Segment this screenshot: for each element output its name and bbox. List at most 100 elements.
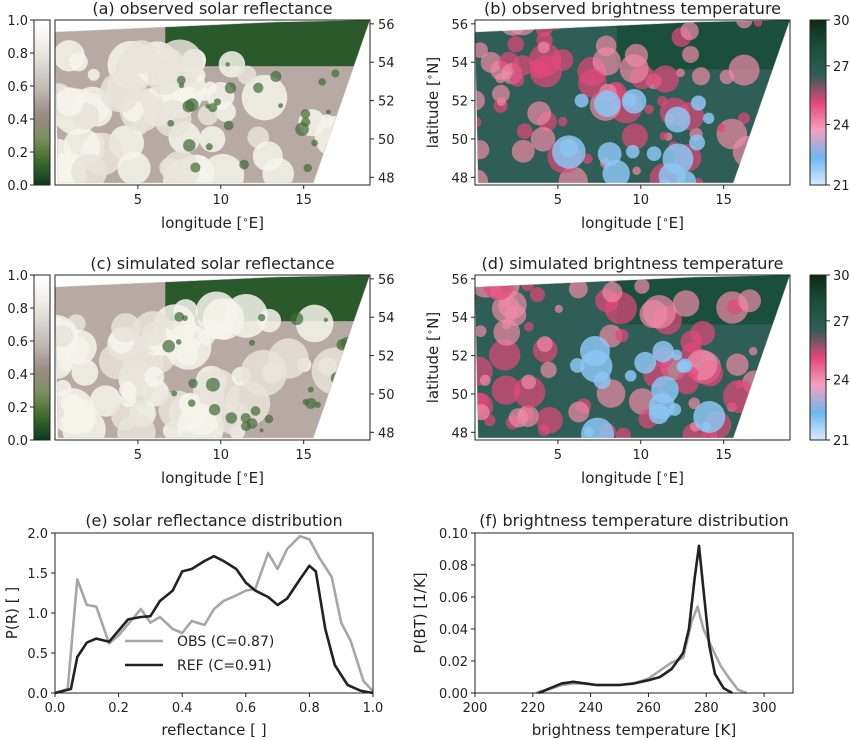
chart-panel-f: (f) brightness temperature distribution 2… — [411, 511, 794, 739]
y-tick-label-f: 0.10 — [439, 527, 468, 542]
x-tick-label-a: 5 — [134, 193, 142, 208]
x-tick-label-e: 0.8 — [299, 701, 320, 716]
panel-title-e: (e) solar reflectance distribution — [85, 511, 342, 530]
y-tick-label-f: 0.06 — [439, 591, 468, 606]
x-tick-label-f: 200 — [463, 701, 488, 716]
x-tick-label-b: 10 — [633, 193, 650, 208]
y-tick-label-a: 50 — [378, 133, 395, 148]
y-tick-label-c: 50 — [378, 388, 395, 403]
x-tick-label-f: 220 — [520, 701, 545, 716]
colorbar-tick-label-a: 0.8 — [7, 47, 28, 62]
x-axis-label-f: brightness temperature [K] — [532, 721, 737, 739]
colorbar-tick-label-a: 0.4 — [7, 113, 28, 128]
x-tick-label-b: 15 — [715, 193, 732, 208]
colorbar-tick-label-d: 275 — [833, 315, 850, 330]
y-tick-label-d: 52 — [451, 350, 468, 365]
x-tick-label-e: 0.6 — [235, 701, 256, 716]
map-image-b — [475, 20, 790, 183]
y-tick-label-d: 50 — [451, 388, 468, 403]
y-tick-label-e: 1.5 — [27, 567, 48, 582]
panel-title-f: (f) brightness temperature distribution — [479, 511, 789, 530]
y-tick-label-b: 54 — [451, 56, 468, 71]
y-tick-label-e: 1.0 — [27, 607, 48, 622]
y-tick-label-d: 56 — [451, 273, 468, 288]
map-frame-d — [474, 274, 791, 441]
colorbar-tick-label-b: 210 — [833, 179, 850, 194]
colorbar-tick-label-b: 243 — [833, 119, 850, 134]
y-tick-label-c: 56 — [378, 273, 395, 288]
y-tick-label-b: 52 — [451, 95, 468, 110]
chart-panel-e: (e) solar reflectance distribution 0.0 0.2… — [3, 511, 383, 739]
legend-entry: OBS (C=0.87) — [177, 634, 274, 650]
map-panel-d: (d) simulated brightness temperature 5 10 1… — [451, 254, 850, 463]
legend-entry: REF (C=0.91) — [177, 658, 272, 674]
map-panel-b: (b) observed brightness temperature 5 10 15… — [451, 0, 850, 208]
series-line-e-ref — [54, 554, 374, 695]
colorbar-tick-label-a: 0.2 — [7, 146, 28, 161]
y-tick-label-d: 48 — [451, 426, 468, 441]
x-tick-label-a: 10 — [213, 193, 230, 208]
y-tick-label-f: 0.00 — [439, 687, 468, 702]
y-tick-label-e: 0.0 — [27, 687, 48, 702]
x-tick-label-e: 0.0 — [45, 701, 66, 716]
x-axis-label-e: reflectance [ ] — [161, 721, 266, 739]
colorbar-tick-label-a: 0.0 — [7, 179, 28, 194]
panel-title-b: (b) observed brightness temperature — [484, 0, 781, 18]
colorbar-b — [809, 19, 827, 186]
y-axis-label-e: P(R) [ ] — [3, 587, 21, 639]
panel-title-c: (c) simulated solar reflectance — [90, 254, 334, 273]
legend: OBS (C=0.87) REF (C=0.91) — [125, 634, 274, 674]
map-frame-c — [54, 274, 371, 441]
colorbar-tick-label-c: 0.6 — [7, 335, 28, 350]
map-image-c — [55, 275, 370, 438]
x-axis-label-d: longitude [∘E] — [581, 469, 684, 487]
x-tick-label-d: 15 — [715, 448, 732, 463]
y-tick-label-c: 54 — [378, 311, 395, 326]
x-tick-label-f: 260 — [636, 701, 661, 716]
map-panel-c: (c) simulated solar reflectance 5 10 15 48 50… — [7, 254, 394, 463]
map-image-a — [55, 20, 370, 183]
colorbar-tick-label-c: 1.0 — [7, 269, 28, 284]
plot-frame-f — [474, 532, 794, 694]
y-tick-label-a: 48 — [378, 171, 395, 186]
y-axis-label-f: P(BT) [1/K] — [411, 572, 429, 653]
y-tick-label-f: 0.02 — [439, 655, 468, 670]
x-tick-label-d: 10 — [633, 448, 650, 463]
y-tick-label-c: 48 — [378, 426, 395, 441]
colorbar-tick-label-a: 0.6 — [7, 80, 28, 95]
colorbar-tick-label-a: 1.0 — [7, 14, 28, 29]
colorbar-tick-label-b: 300 — [833, 14, 850, 29]
y-tick-label-f: 0.08 — [439, 559, 468, 574]
colorbar-tick-label-c: 0.0 — [7, 434, 28, 449]
map-frame-b — [474, 19, 791, 186]
y-axis-label-d: latitude [∘N] — [424, 312, 442, 404]
x-axis-label-b: longitude [∘E] — [581, 214, 684, 232]
y-tick-label-a: 52 — [378, 95, 395, 110]
y-tick-label-f: 0.04 — [439, 623, 468, 638]
colorbar-tick-label-d: 243 — [833, 374, 850, 389]
colorbar-d — [809, 274, 827, 441]
colorbar-tick-label-c: 0.8 — [7, 302, 28, 317]
colorbar-tick-label-d: 210 — [833, 434, 850, 449]
x-tick-label-c: 10 — [213, 448, 230, 463]
map-frame-a — [54, 19, 371, 186]
series-line-e-obs — [54, 534, 374, 695]
y-tick-label-c: 52 — [378, 350, 395, 365]
y-tick-label-a: 54 — [378, 56, 395, 71]
x-axis-label-a: longitude [∘E] — [161, 214, 264, 232]
x-tick-label-d: 5 — [554, 448, 562, 463]
x-tick-label-c: 15 — [295, 448, 312, 463]
colorbar-a — [33, 19, 51, 186]
y-axis-label-b: latitude [∘N] — [424, 57, 442, 149]
x-tick-label-b: 5 — [554, 193, 562, 208]
colorbar-c — [33, 274, 51, 441]
y-tick-label-e: 2.0 — [27, 527, 48, 542]
x-tick-label-f: 240 — [578, 701, 603, 716]
x-tick-label-a: 15 — [295, 193, 312, 208]
x-tick-label-e: 0.2 — [108, 701, 129, 716]
y-tick-label-b: 50 — [451, 133, 468, 148]
y-tick-label-b: 56 — [451, 18, 468, 33]
x-tick-label-f: 300 — [752, 701, 777, 716]
series-line-f-ref — [538, 544, 733, 695]
